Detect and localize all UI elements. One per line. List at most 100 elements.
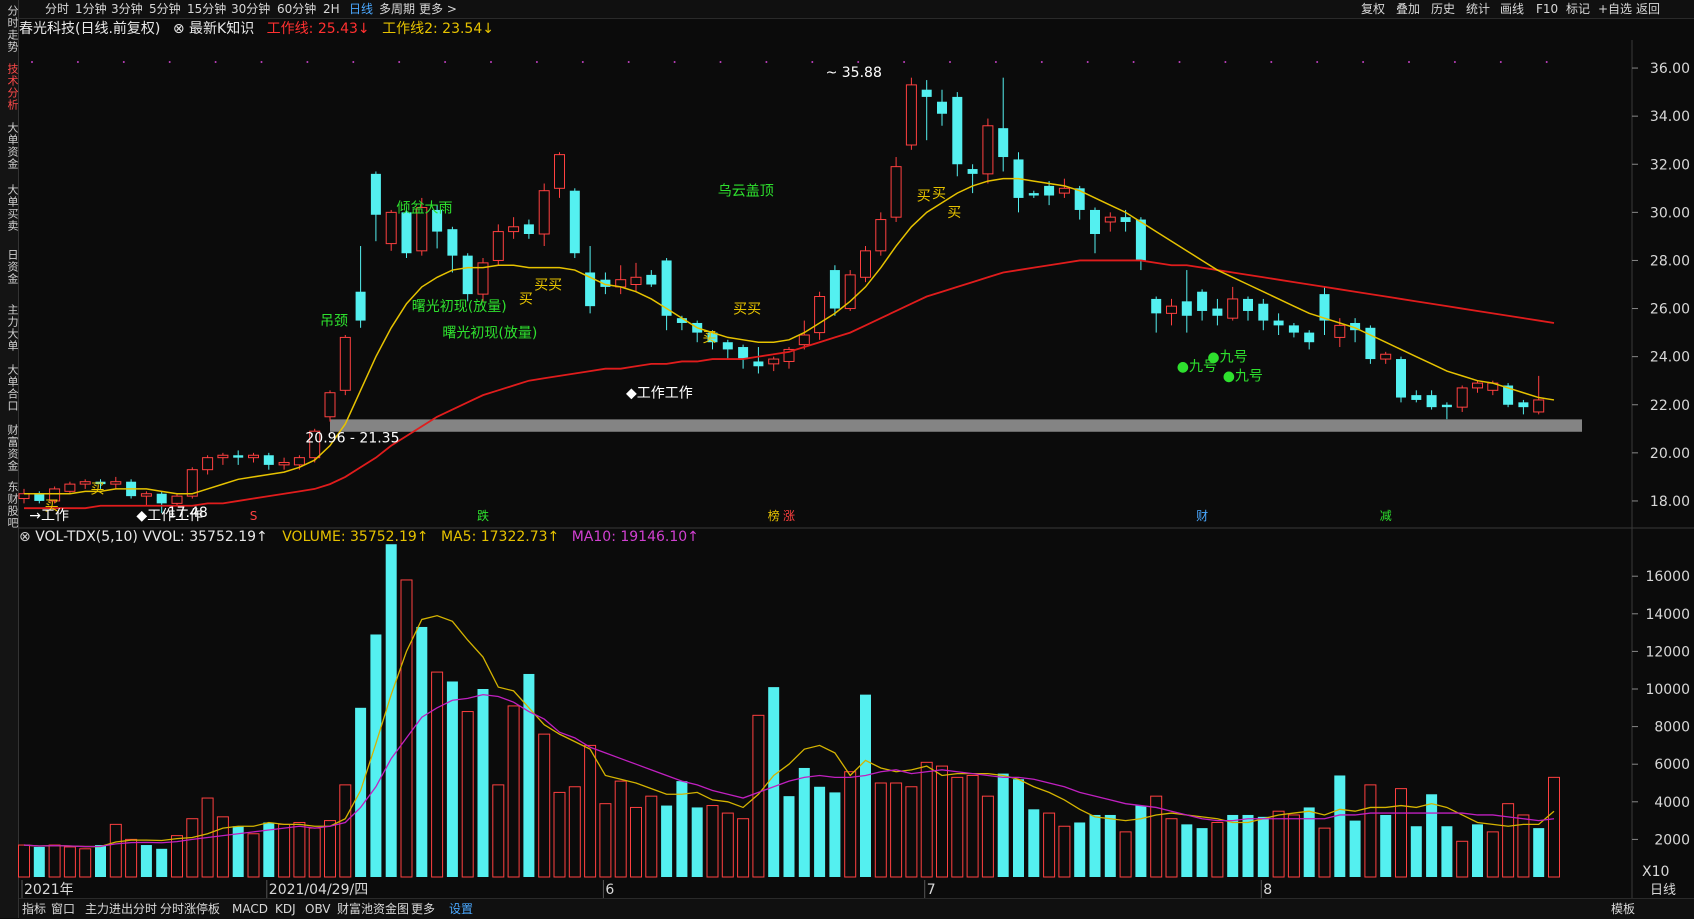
- candle-body-up[interactable]: [278, 461, 290, 466]
- volume-bar-up[interactable]: [293, 821, 306, 878]
- candle-body-down[interactable]: [1258, 303, 1269, 321]
- volume-bar-up[interactable]: [630, 806, 642, 878]
- candle-body-up[interactable]: [538, 190, 550, 235]
- sidebar-item-5[interactable]: 主力大单: [6, 304, 19, 352]
- volume-bar-up[interactable]: [18, 844, 30, 878]
- volume-bar-up[interactable]: [278, 823, 291, 878]
- volume-bar-down[interactable]: [232, 826, 244, 877]
- volume-bar-up[interactable]: [1502, 803, 1515, 878]
- candle-body-up[interactable]: [1166, 305, 1177, 314]
- candle-body-up[interactable]: [49, 488, 61, 502]
- volume-bar-up[interactable]: [171, 835, 183, 878]
- candle-body-down[interactable]: [233, 455, 244, 458]
- candle-body-down[interactable]: [401, 212, 412, 254]
- volume-bar-up[interactable]: [721, 812, 734, 878]
- candle-body-down[interactable]: [156, 493, 167, 504]
- candle-body-up[interactable]: [324, 392, 336, 418]
- volume-bar-down[interactable]: [355, 707, 367, 877]
- volume-bar-up[interactable]: [1150, 795, 1163, 878]
- bottom-tab-5[interactable]: KDJ: [275, 902, 296, 916]
- period-tab-6[interactable]: 60分钟: [277, 2, 317, 16]
- candle-body-down[interactable]: [676, 318, 687, 323]
- candle-body-down[interactable]: [569, 190, 580, 254]
- candle-body-up[interactable]: [140, 493, 152, 497]
- candle-body-up[interactable]: [64, 483, 76, 492]
- volume-bar-down[interactable]: [140, 845, 152, 877]
- period-tab-3[interactable]: 5分钟: [149, 2, 181, 16]
- candle-body-up[interactable]: [1334, 324, 1346, 338]
- candle-body-up[interactable]: [875, 219, 887, 252]
- tool-button-6[interactable]: 标记: [1566, 2, 1591, 16]
- candle-body-down[interactable]: [1350, 322, 1361, 331]
- candle-body-up[interactable]: [905, 84, 917, 146]
- candle-body-up[interactable]: [1380, 353, 1392, 360]
- candle-body-up[interactable]: [477, 262, 489, 295]
- candle-body-down[interactable]: [432, 209, 443, 232]
- volume-bar-down[interactable]: [1533, 828, 1545, 877]
- candle-body-down[interactable]: [1426, 395, 1437, 408]
- candle-body-down[interactable]: [1074, 188, 1085, 210]
- candle-body-down[interactable]: [447, 229, 458, 256]
- template-button[interactable]: 模板: [1611, 902, 1636, 916]
- candle-body-down[interactable]: [646, 274, 657, 285]
- candle-body-down[interactable]: [1273, 320, 1284, 326]
- bottom-tab-6[interactable]: OBV: [305, 902, 331, 916]
- volume-bar-down[interactable]: [1257, 816, 1269, 877]
- candle-body-down[interactable]: [1411, 395, 1422, 400]
- candle-body-up[interactable]: [630, 276, 642, 286]
- sidebar-item-1[interactable]: 技术分析: [6, 63, 19, 111]
- period-tab-2[interactable]: 3分钟: [111, 2, 143, 16]
- candle-body-up[interactable]: [783, 348, 795, 362]
- volume-bar-down[interactable]: [860, 694, 871, 877]
- candle-body-down[interactable]: [1518, 402, 1529, 408]
- candle-body-up[interactable]: [79, 481, 91, 485]
- knowledge-link[interactable]: 最新K知识: [189, 21, 255, 37]
- candle-body-up[interactable]: [1227, 298, 1239, 319]
- volume-bar-up[interactable]: [186, 818, 199, 878]
- bottom-tab-4[interactable]: MACD: [232, 902, 268, 916]
- candle-body-up[interactable]: [217, 454, 229, 459]
- volume-bar-up[interactable]: [1395, 788, 1407, 878]
- volume-gear-icon[interactable]: ⊗: [19, 529, 31, 545]
- candle-body-down[interactable]: [707, 332, 718, 343]
- volume-bar-up[interactable]: [1548, 776, 1560, 878]
- tool-button-4[interactable]: 画线: [1500, 2, 1525, 16]
- candle-body-down[interactable]: [1396, 359, 1406, 398]
- volume-bar-down[interactable]: [477, 689, 489, 877]
- volume-bar-up[interactable]: [247, 833, 260, 878]
- candle-body-up[interactable]: [248, 454, 259, 459]
- candle-body-down[interactable]: [753, 361, 764, 367]
- candle-body-down[interactable]: [1304, 332, 1315, 343]
- volume-bar-up[interactable]: [1517, 814, 1530, 878]
- volume-bar-down[interactable]: [997, 773, 1009, 877]
- volume-bar-down[interactable]: [95, 845, 106, 877]
- candle-body-up[interactable]: [508, 226, 520, 233]
- period-tab-4[interactable]: 15分钟: [187, 2, 227, 16]
- candle-body-down[interactable]: [523, 224, 534, 234]
- volume-bar-up[interactable]: [461, 711, 474, 878]
- candle-body-up[interactable]: [171, 495, 183, 504]
- sidebar-item-0[interactable]: 分时走势: [6, 5, 19, 53]
- candle-body-down[interactable]: [1028, 193, 1039, 196]
- volume-bar-down[interactable]: [691, 807, 703, 877]
- volume-bar-down[interactable]: [798, 767, 810, 877]
- volume-bar-up[interactable]: [584, 744, 597, 878]
- volume-bar-down[interactable]: [156, 848, 168, 877]
- volume-bar-up[interactable]: [614, 780, 627, 878]
- candle-body-down[interactable]: [1288, 325, 1299, 333]
- candle-body-up[interactable]: [309, 430, 321, 459]
- sidebar-item-4[interactable]: 日资金: [6, 249, 19, 285]
- volume-bar-down[interactable]: [446, 681, 458, 877]
- period-tab-10[interactable]: 更多 >: [419, 2, 457, 16]
- period-tab-1[interactable]: 1分钟: [75, 2, 107, 16]
- volume-bar-down[interactable]: [1242, 814, 1254, 877]
- volume-bar-down[interactable]: [416, 626, 428, 877]
- candle-body-down[interactable]: [1181, 301, 1192, 316]
- candle-body-up[interactable]: [982, 125, 994, 175]
- candle-body-up[interactable]: [110, 481, 122, 485]
- volume-bar-down[interactable]: [1074, 822, 1086, 877]
- candle-body-down[interactable]: [1365, 327, 1376, 360]
- candle-body-up[interactable]: [554, 154, 565, 189]
- candle-body-up[interactable]: [416, 207, 428, 252]
- period-tab-5[interactable]: 30分钟: [231, 2, 271, 16]
